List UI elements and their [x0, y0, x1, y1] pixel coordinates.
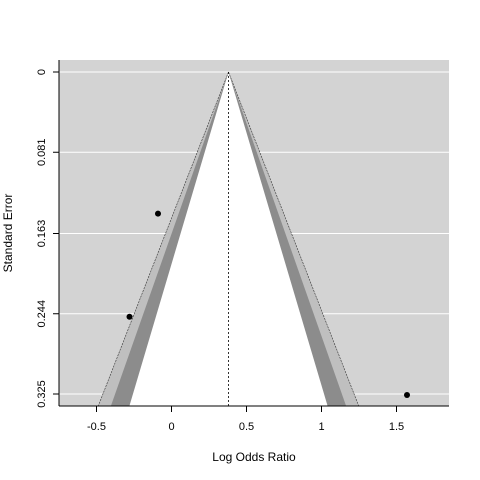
y-tick-label: 0.325: [36, 380, 48, 408]
funnel-edges: [97, 71, 360, 407]
y-axis-label: Standard Error: [1, 194, 15, 273]
x-tick-label: 0: [168, 421, 174, 433]
funnel-edge-right: [228, 71, 360, 407]
study-point: [404, 391, 410, 398]
x-tick-label: 1.5: [389, 421, 404, 433]
contour-regions: [98, 72, 359, 406]
x-tick-label: 1: [318, 421, 324, 433]
x-tick-label: -0.5: [87, 421, 106, 433]
contour-band: [129, 72, 328, 406]
y-tick-label: 0.244: [36, 300, 48, 328]
y-tick-label: 0.081: [36, 138, 48, 166]
x-axis-label: Log Odds Ratio: [212, 450, 296, 464]
y-ticks: 0 0.081 0.163 0.244 0.325: [36, 69, 59, 408]
study-point: [126, 313, 133, 320]
study-points: [126, 210, 410, 398]
x-tick-label: 0.5: [239, 421, 254, 433]
y-tick-label: 0.163: [36, 220, 48, 248]
x-ticks: -0.5 0 0.5 1 1.5: [87, 406, 404, 433]
funnel-edge-left: [97, 71, 229, 407]
y-tick-label: 0: [36, 69, 48, 75]
study-point: [155, 210, 161, 217]
